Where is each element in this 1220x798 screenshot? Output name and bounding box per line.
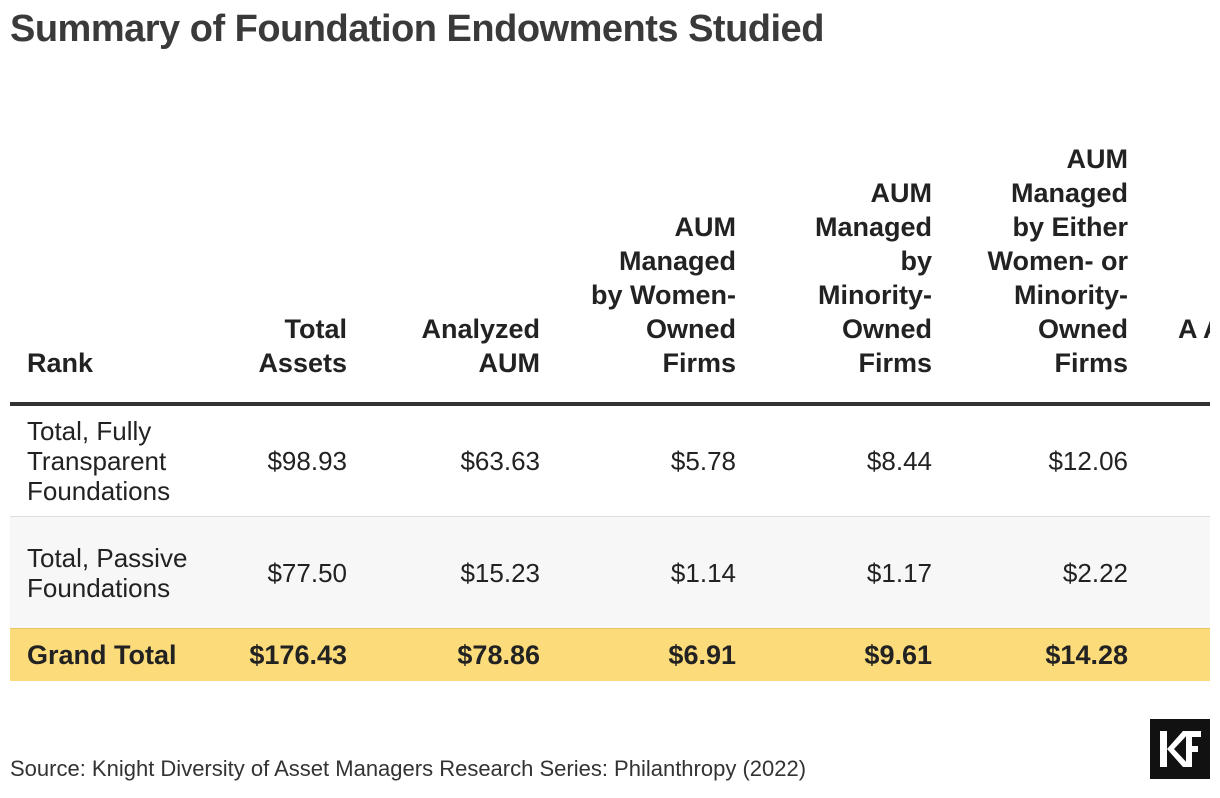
row-label: Total, Passive Foundations <box>27 542 188 603</box>
cell-minority-owned: $8.44 <box>866 446 932 476</box>
endowments-table: Rank Total Assets Analyzed AUM AUM Manag… <box>10 100 1210 690</box>
column-header-women-or-minority: AUM Managed by Either Women- or Minority… <box>987 144 1129 378</box>
table-header: Rank Total Assets Analyzed AUM AUM Manag… <box>10 100 1210 406</box>
table-row-fully-transparent: Total, Fully Transparent Foundations $98… <box>10 406 1210 517</box>
row-label: Total, Fully Transparent Foundations <box>27 416 171 506</box>
column-header-analyzed-aum: Analyzed AUM <box>421 314 540 378</box>
cell-analyzed-aum: $63.63 <box>460 446 540 476</box>
source-note: Source: Knight Diversity of Asset Manage… <box>10 756 807 781</box>
cell-analyzed-aum: $78.86 <box>457 640 540 670</box>
cell-total-assets: $77.50 <box>267 557 347 588</box>
cell-total-assets: $98.93 <box>267 446 347 476</box>
cell-minority-owned: $1.17 <box>866 557 932 588</box>
cell-women-or-minority: $12.06 <box>1048 446 1128 476</box>
table-row-passive: Total, Passive Foundations $77.50 $15.23… <box>10 517 1210 628</box>
column-header-women-owned: AUM Managed by Women-Owned Firms <box>590 212 736 378</box>
kf-logo-mark <box>1160 731 1201 767</box>
cell-women-owned: $1.14 <box>670 557 736 588</box>
cell-women-or-minority: $2.22 <box>1062 557 1128 588</box>
cell-women-owned: $6.91 <box>668 640 736 670</box>
chart-title: Summary of Foundation Endowments Studied <box>10 8 824 50</box>
kf-logo-icon <box>1150 719 1210 779</box>
cell-women-or-minority: $14.28 <box>1045 640 1128 670</box>
cell-total-assets: $176.43 <box>249 640 347 670</box>
row-label: Grand Total <box>27 640 177 670</box>
cell-minority-owned: $9.61 <box>864 640 932 670</box>
column-header-cut-off: A A <box>1178 314 1210 344</box>
column-header-total-assets: Total Assets <box>258 314 347 378</box>
cell-women-owned: $5.78 <box>670 446 736 476</box>
column-header-minority-owned: AUM Managed by Minority-Owned Firms <box>814 178 932 378</box>
cell-analyzed-aum: $15.23 <box>460 557 540 588</box>
column-header-rank: Rank <box>27 348 94 378</box>
table-row-grand-total: Grand Total $176.43 $78.86 $6.91 $9.61 $… <box>10 628 1210 681</box>
